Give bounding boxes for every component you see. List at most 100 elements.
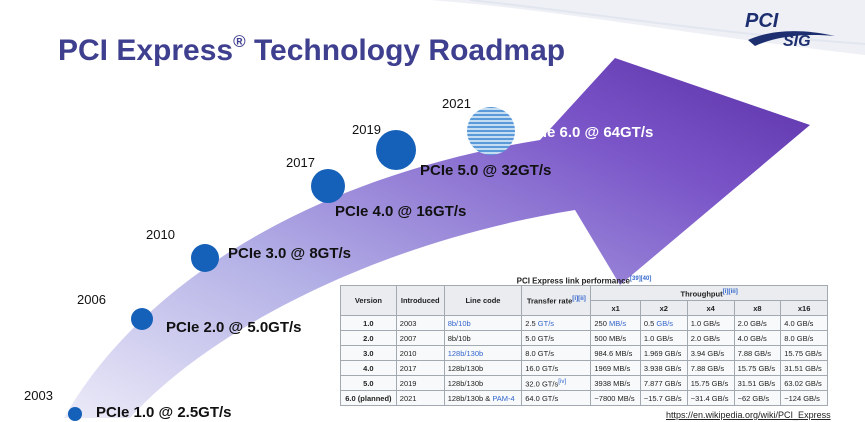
throughput-value: 63.02 GB/s	[784, 378, 822, 388]
throughput-value: 4.0 GB/s	[737, 333, 767, 343]
gen-dot-pcie6	[467, 107, 515, 155]
cell-transfer-rate: 5.0 GT/s	[521, 330, 592, 346]
rate-footnote[interactable]: [iv]	[558, 377, 567, 385]
pci-sig-logo: PCI SIG	[745, 8, 835, 54]
table-caption: PCI Express link performance[39][40]	[516, 276, 652, 286]
cell-throughput: 15.75 GB/s	[686, 375, 735, 391]
cell-throughput: 3.938 GB/s	[639, 360, 688, 376]
line-code-text[interactable]: 128b/130b	[447, 348, 484, 358]
cell-throughput: 7.877 GB/s	[639, 375, 688, 391]
throughput-unit-link[interactable]: MB/s	[609, 318, 627, 328]
cell-throughput: 3938 MB/s	[590, 375, 641, 391]
version-text: 3.0	[363, 348, 374, 358]
throughput-value: 8.0 GB/s	[784, 333, 814, 343]
cell-throughput: 250 MB/s	[590, 315, 641, 331]
logo-swirl	[748, 31, 835, 46]
year-2021: 2021	[442, 96, 471, 111]
cell-throughput: 1969 MB/s	[590, 360, 641, 376]
logo-pci-text: PCI	[745, 10, 779, 32]
cell-throughput: 2.0 GB/s	[686, 330, 735, 346]
rate-unit[interactable]: GT/s	[537, 318, 555, 328]
table-row: 4.0 2017 128b/130b 16.0 GT/s 1969 MB/s 3.938 …	[340, 360, 828, 376]
gen-dot-pcie5	[376, 130, 416, 170]
cell-throughput: 1.969 GB/s	[639, 345, 688, 361]
cell-line-code: 128b/130b	[443, 345, 523, 361]
line-code-text: 128b/130b	[447, 378, 484, 388]
throughput-value: 15.75 GB/s	[737, 363, 776, 373]
source-link[interactable]: https://en.wikipedia.org/wiki/PCI_Expres…	[666, 410, 831, 420]
table-row: 3.0 2010 128b/130b 8.0 GT/s 984.6 MB/s 1.969 …	[340, 345, 828, 361]
throughput-value: 7.88 GB/s	[737, 348, 771, 358]
gen-label-pcie4: PCIe 4.0 @ 16GT/s	[335, 203, 467, 220]
cell-throughput: ~15.7 GB/s	[639, 390, 688, 406]
throughput-value: 984.6 MB/s	[594, 348, 633, 358]
year-2017: 2017	[286, 155, 315, 170]
throughput-value: 2.0 GB/s	[737, 318, 767, 328]
throughput-value: 3.94 GB/s	[690, 348, 725, 358]
cell-throughput: 15.75 GB/s	[780, 345, 828, 361]
throughput-value: 1.0 GB/s	[643, 333, 674, 343]
version-text: 4.0	[363, 363, 374, 373]
throughput-value: ~124 GB/s	[784, 393, 820, 403]
throughput-unit-link[interactable]: GB/s	[656, 318, 674, 328]
col-x1: x1	[590, 300, 641, 316]
gen-dot-pcie3	[191, 244, 219, 272]
col-line-code: Line code	[443, 285, 523, 316]
cell-introduced: 2003	[395, 315, 445, 331]
cell-transfer-rate: 64.0 GT/s	[521, 390, 592, 406]
cell-throughput: 63.02 GB/s	[780, 375, 828, 391]
line-code-text[interactable]: 8b/10b	[447, 318, 471, 328]
throughput-value: 500 MB/s	[594, 333, 627, 343]
cell-transfer-rate: 32.0 GT/s[iv]	[521, 375, 592, 391]
cell-throughput: 1.0 GB/s	[639, 330, 688, 346]
cell-line-code: 128b/130b & PAM-4	[443, 390, 523, 406]
col-introduced: Introduced	[395, 285, 445, 316]
gen-label-pcie6: PCIe 6.0 @ 64GT/s	[522, 124, 654, 141]
line-code-text: 128b/130b	[447, 363, 484, 373]
cell-version: 1.0	[340, 315, 397, 331]
rate-unit: GT/s	[541, 393, 559, 403]
line-code-text: 128b/130b	[447, 393, 484, 403]
rate-unit: GT/s	[541, 379, 559, 389]
cell-version: 4.0	[340, 360, 397, 376]
gen-label-pcie3: PCIe 3.0 @ 8GT/s	[228, 245, 352, 262]
col-x2: x2	[639, 300, 688, 316]
table-row: 1.0 2003 8b/10b 2.5 GT/s 250 MB/s 0.5 GB/s 1.0…	[340, 315, 828, 331]
cell-version: 2.0	[340, 330, 397, 346]
rate-value: 64.0	[525, 393, 540, 403]
cell-throughput: 31.51 GB/s	[780, 360, 828, 376]
cell-throughput: 31.51 GB/s	[733, 375, 782, 391]
throughput-value: 3.938 GB/s	[643, 363, 682, 373]
introduced-text: 2021	[399, 393, 417, 403]
year-2003: 2003	[24, 388, 53, 403]
cell-throughput: 0.5 GB/s	[639, 315, 688, 331]
cell-throughput: 4.0 GB/s	[780, 315, 828, 331]
version-text: 5.0	[363, 378, 374, 388]
throughput-value: 15.75 GB/s	[784, 348, 822, 358]
cell-throughput: 1.0 GB/s	[686, 315, 735, 331]
page-title: PCI Express® Technology Roadmap	[58, 32, 566, 67]
cell-throughput: 500 MB/s	[590, 330, 641, 346]
version-text: 1.0	[363, 318, 374, 328]
rate-unit: GT/s	[541, 363, 559, 373]
cell-line-code: 8b/10b	[443, 315, 523, 331]
cell-throughput: 7.88 GB/s	[733, 345, 782, 361]
throughput-value: 1.969 GB/s	[643, 348, 682, 358]
throughput-value: 1.0 GB/s	[690, 318, 720, 328]
throughput-value: 7.877 GB/s	[643, 378, 682, 388]
rate-value: 32.0	[525, 379, 540, 389]
introduced-text: 2010	[399, 348, 417, 358]
cell-version: 6.0 (planned)	[340, 390, 397, 406]
line-code-extra-link[interactable]: PAM-4	[492, 393, 515, 403]
rate-unit: GT/s	[537, 333, 555, 343]
year-2006: 2006	[77, 292, 106, 307]
cell-throughput: 8.0 GB/s	[780, 330, 828, 346]
cell-transfer-rate: 8.0 GT/s	[521, 345, 592, 361]
cell-version: 3.0	[340, 345, 397, 361]
col-throughput: Throughput[i][iii]	[590, 285, 828, 301]
logo-sig-text: SIG	[783, 33, 811, 50]
cell-introduced: 2017	[395, 360, 445, 376]
rate-unit: GT/s	[537, 348, 555, 358]
throughput-value: 4.0 GB/s	[784, 318, 814, 328]
table-row: 5.0 2019 128b/130b 32.0 GT/s[iv] 3938 MB/s 7.…	[340, 375, 828, 391]
